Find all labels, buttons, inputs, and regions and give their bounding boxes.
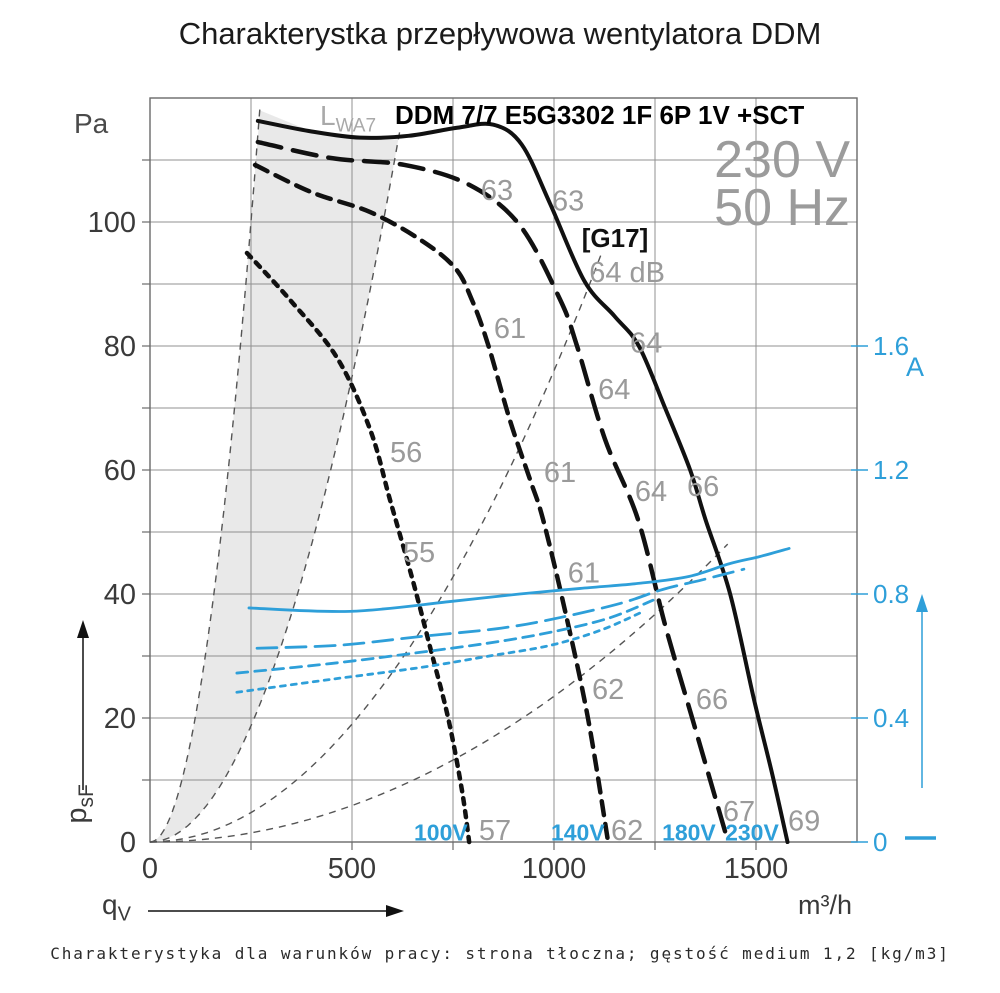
noise-level-label: 67 — [723, 796, 755, 828]
noise-level-label: 61 — [544, 457, 576, 489]
system-resistance-curve — [149, 543, 729, 843]
current-axis-arrow-head — [916, 594, 928, 612]
flow-symbol-sub: V — [117, 903, 131, 926]
left-axis-tick-label: 20 — [104, 703, 136, 735]
current-curve-230V — [247, 547, 791, 613]
current-curve-140V — [235, 598, 655, 675]
noise-level-label: 63 — [552, 185, 584, 217]
noise-level-label: 64 — [598, 374, 630, 406]
right-axis-tick-label: 1.2 — [873, 455, 909, 485]
left-axis-tick-label: 40 — [104, 579, 136, 611]
sound-symbol-main: L — [320, 100, 336, 131]
right-axis-tick-label: 0.8 — [873, 579, 909, 609]
voltage-label: 180V — [662, 819, 716, 845]
bottom-axis-tick-label: 1500 — [724, 853, 789, 885]
noise-level-label: 63 — [481, 175, 513, 207]
system-resistance-curve — [149, 131, 401, 843]
bottom-axis-tick-label: 500 — [328, 853, 376, 885]
pressure-symbol: psF — [61, 744, 99, 864]
pressure-curve-230V — [255, 118, 790, 844]
noise-level-label: 61 — [568, 557, 600, 589]
frequency-value: 50 Hz — [714, 179, 850, 237]
voltage-label: 230V — [725, 819, 779, 845]
right-axis-tick-label: 0 — [873, 827, 887, 857]
noise-level-label: 69 — [788, 805, 820, 837]
right-axis-unit: A — [906, 352, 925, 382]
bottom-axis-unit: m³/h — [798, 890, 852, 920]
noise-level-label: 64 dB — [589, 257, 665, 289]
voltage-label: 100V — [414, 819, 468, 845]
voltage-value: 230 V — [714, 131, 850, 189]
noise-level-label: 64 — [635, 476, 667, 508]
flow-symbol-main: q — [102, 889, 118, 920]
left-axis-tick-label: 100 — [88, 207, 136, 239]
noise-level-label: 61 — [494, 313, 526, 345]
current-curve-100V — [235, 611, 643, 694]
pressure-symbol-sub: sF — [74, 784, 98, 808]
noise-level-label: 57 — [479, 815, 511, 847]
voltage-label: 140V — [551, 819, 605, 845]
noise-level-label: 66 — [696, 684, 728, 716]
fan-model-title: DDM 7/7 E5G3302 1F 6P 1V +SCT — [395, 100, 805, 130]
flow-axis-arrow-head — [386, 905, 404, 917]
system-resistance-curve — [149, 108, 261, 843]
system-resistance-curve — [149, 250, 604, 843]
sound-symbol-sub: WA7 — [335, 115, 377, 137]
noise-level-label: 62 — [611, 815, 643, 847]
right-axis-tick-label: 0.4 — [873, 703, 909, 733]
left-axis-unit: Pa — [74, 108, 109, 139]
page-title: Charakterystka przepływowa wentylatora D… — [178, 16, 822, 51]
pressure-axis-arrow-head — [77, 620, 89, 638]
flow-symbol: qV — [102, 889, 131, 927]
bottom-axis-tick-label: 1000 — [522, 853, 587, 885]
operating-range-shade — [150, 110, 400, 842]
sound-power-symbol: LWA7 — [320, 100, 376, 138]
chart-caption: Charakterystyka dla warunków pracy: stro… — [50, 944, 950, 963]
pressure-curve-180V — [255, 139, 731, 845]
noise-level-label: 55 — [403, 537, 435, 569]
left-axis-tick-label: 0 — [120, 827, 136, 859]
noise-level-label: 56 — [390, 437, 422, 469]
noise-level-label: 64 — [630, 327, 662, 359]
left-axis-tick-label: 60 — [104, 455, 136, 487]
pressure-symbol-main: p — [61, 807, 94, 824]
left-axis-tick-label: 80 — [104, 331, 136, 363]
noise-level-label: 62 — [592, 674, 624, 706]
pressure-curve-100V — [244, 250, 472, 845]
motor-code-label: [G17] — [582, 223, 648, 253]
current-curve-180V — [255, 567, 746, 650]
noise-level-label: 66 — [687, 471, 719, 503]
pressure-curve-140V — [252, 162, 611, 845]
bottom-axis-tick-label: 0 — [142, 853, 158, 885]
right-axis-tick-label: 1.6 — [873, 331, 909, 361]
